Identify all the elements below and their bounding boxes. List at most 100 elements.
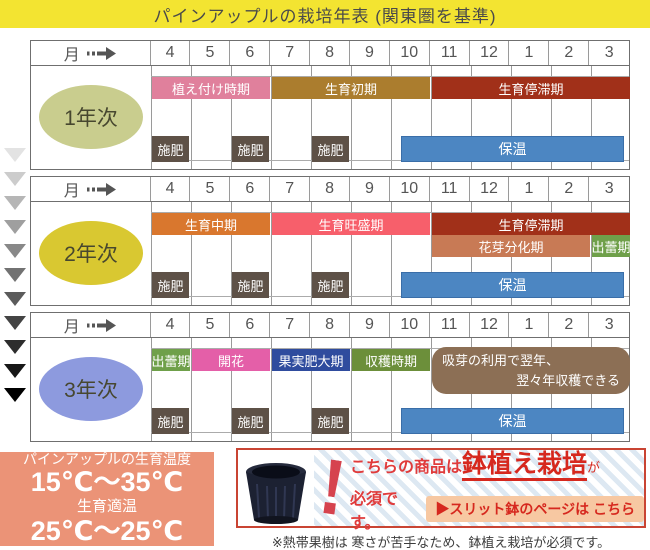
- phase-bar: 植え付け時期: [152, 77, 270, 99]
- month-cell: 2: [549, 177, 590, 201]
- phase-bar: 花芽分化期: [432, 235, 590, 257]
- fertilize-box: 施肥: [152, 408, 189, 434]
- year-table-1: 月 4 5 6 7 8 9 10 11 12 1 2 3 1年次 植え付け時期 生育初期 生育停滞期 施肥 施肥 施肥…: [30, 40, 631, 170]
- fertilize-box: 施肥: [312, 408, 349, 434]
- notice-suffix: が: [587, 459, 601, 475]
- month-arrow-icon: [86, 46, 116, 60]
- phase-bar: 開花: [192, 349, 270, 371]
- month-cell: 12: [470, 177, 510, 201]
- month-cell: 7: [270, 313, 311, 337]
- fade-triangle-icon: [4, 196, 26, 210]
- slit-pot-icon: [246, 463, 306, 524]
- fade-triangle-icon: [4, 364, 26, 378]
- month-label: 月: [63, 47, 80, 64]
- month-cell: 11: [430, 41, 470, 65]
- optimal-temp-label: 生育適温: [76, 498, 137, 516]
- year-table-3: 月 4 5 6 7 8 9 10 11 12 1 2 3 3年次 出蕾期 開花 果実肥大期 収穫時期 吸芽の利用で翌…: [30, 312, 631, 442]
- year-table-body: 1年次 植え付け時期 生育初期 生育停滞期施肥 施肥 施肥 保温: [31, 66, 631, 169]
- month-cell: 2: [549, 313, 590, 337]
- phase-bar: 生育停滞期: [432, 213, 630, 235]
- page-title: パインアップルの栽培年表 (関東圏を基準): [0, 0, 650, 28]
- month-cell: 7: [270, 177, 311, 201]
- fertilize-box: 施肥: [232, 136, 269, 162]
- fade-triangle-icon: [4, 172, 26, 186]
- notice-text: こちらの商品は鉢植え栽培が 必須です。 ▶スリット鉢のページは こちら: [346, 449, 644, 532]
- fade-triangle-icon: [4, 340, 26, 354]
- month-cell: 11: [430, 177, 470, 201]
- fade-triangles-column: [4, 148, 26, 402]
- gridline-horizontal: [151, 348, 629, 349]
- fertilize-box: 施肥: [312, 272, 349, 298]
- month-cell: 8: [310, 177, 350, 201]
- gridline-horizontal: [151, 432, 629, 433]
- pot-photo-panel: [238, 450, 314, 526]
- gridline-horizontal: [151, 76, 629, 77]
- phase-bar: 生育初期: [272, 77, 430, 99]
- fertilize-box: 施肥: [312, 136, 349, 162]
- month-label: 月: [63, 319, 80, 336]
- month-cell: 8: [310, 41, 350, 65]
- month-header-row: 月 4 5 6 7 8 9 10 11 12 1 2 3: [31, 41, 629, 66]
- warm-keeping-bar: 保温: [401, 408, 624, 434]
- month-cell: 11: [430, 313, 470, 337]
- month-cell: 6: [230, 177, 271, 201]
- fade-triangle-icon: [4, 220, 26, 234]
- fertilize-box: 施肥: [232, 272, 269, 298]
- pot-culture-notice-box: こちらの商品は鉢植え栽培が 必須です。 ▶スリット鉢のページは こちら: [236, 448, 646, 532]
- month-cell: 6: [230, 41, 271, 65]
- month-cell: 1: [509, 41, 550, 65]
- month-cell: 9: [350, 41, 390, 65]
- notice-emphasis: 鉢植え栽培: [462, 449, 588, 481]
- month-arrow-icon: [86, 318, 116, 332]
- month-cell: 12: [470, 313, 510, 337]
- month-arrow-icon: [86, 182, 116, 196]
- notice-prefix: こちらの商品は: [350, 458, 463, 476]
- month-header-cell: 月: [31, 177, 151, 201]
- notice-must-text: 必須です。: [350, 490, 399, 532]
- phase-bar: 生育旺盛期: [272, 213, 430, 235]
- phase-bar: 生育停滞期: [432, 77, 630, 99]
- phase-bar: 出蕾期: [152, 349, 191, 371]
- month-cell: 2: [549, 41, 590, 65]
- month-cell: 8: [310, 313, 350, 337]
- fade-triangle-icon: [4, 244, 26, 258]
- gridline-horizontal: [151, 160, 629, 161]
- slit-pot-page-link[interactable]: ▶スリット鉢のページは こちら: [426, 495, 644, 522]
- fertilize-box: 施肥: [152, 272, 189, 298]
- month-cell: 4: [151, 313, 191, 337]
- year-oval: 2年次: [39, 221, 143, 285]
- tropical-tree-footnote: ※熱帯果樹は 寒さが苦手なため、鉢植え栽培が必須です。: [271, 535, 611, 550]
- month-cell: 7: [270, 41, 311, 65]
- growth-temperature-box: パインアップルの生育温度 15℃〜35℃ 生育適温 25℃〜25℃: [0, 451, 214, 546]
- warm-keeping-bar: 保温: [401, 136, 624, 162]
- month-cell: 12: [470, 41, 510, 65]
- month-label: 月: [63, 183, 80, 200]
- month-cell: 10: [390, 41, 430, 65]
- phase-bar: 収穫時期: [352, 349, 430, 371]
- fertilize-box: 施肥: [152, 136, 189, 162]
- month-cell: 4: [151, 177, 191, 201]
- month-header-cell: 月: [31, 313, 151, 337]
- warm-keeping-bar: 保温: [401, 272, 624, 298]
- month-cell: 6: [230, 313, 271, 337]
- month-cell: 9: [350, 313, 390, 337]
- year-oval: 1年次: [39, 85, 143, 149]
- month-header-row: 月 4 5 6 7 8 9 10 11 12 1 2 3: [31, 313, 629, 338]
- month-header-row: 月 4 5 6 7 8 9 10 11 12 1 2 3: [31, 177, 629, 202]
- fade-triangle-icon: [4, 148, 26, 162]
- year-oval: 3年次: [39, 357, 143, 421]
- year-table-body: 3年次 出蕾期 開花 果実肥大期 収穫時期 吸芽の利用で翌年、 翌々年収穫できる 施肥 施肥 施肥…: [31, 338, 631, 441]
- month-cell: 9: [350, 177, 390, 201]
- temp-range-value: 15℃〜35℃: [30, 467, 184, 498]
- month-header-cell: 月: [31, 41, 151, 65]
- gridline-horizontal: [151, 296, 629, 297]
- phase-bar: 吸芽の利用で翌年、 翌々年収穫できる: [432, 347, 630, 394]
- month-cell: 4: [151, 41, 191, 65]
- month-cell: 10: [390, 313, 430, 337]
- month-cell: 10: [390, 177, 430, 201]
- gridline-horizontal: [151, 212, 629, 213]
- temp-box-heading: パインアップルの生育温度: [23, 451, 191, 468]
- exclamation-icon: [323, 450, 342, 526]
- fade-triangle-icon: [4, 292, 26, 306]
